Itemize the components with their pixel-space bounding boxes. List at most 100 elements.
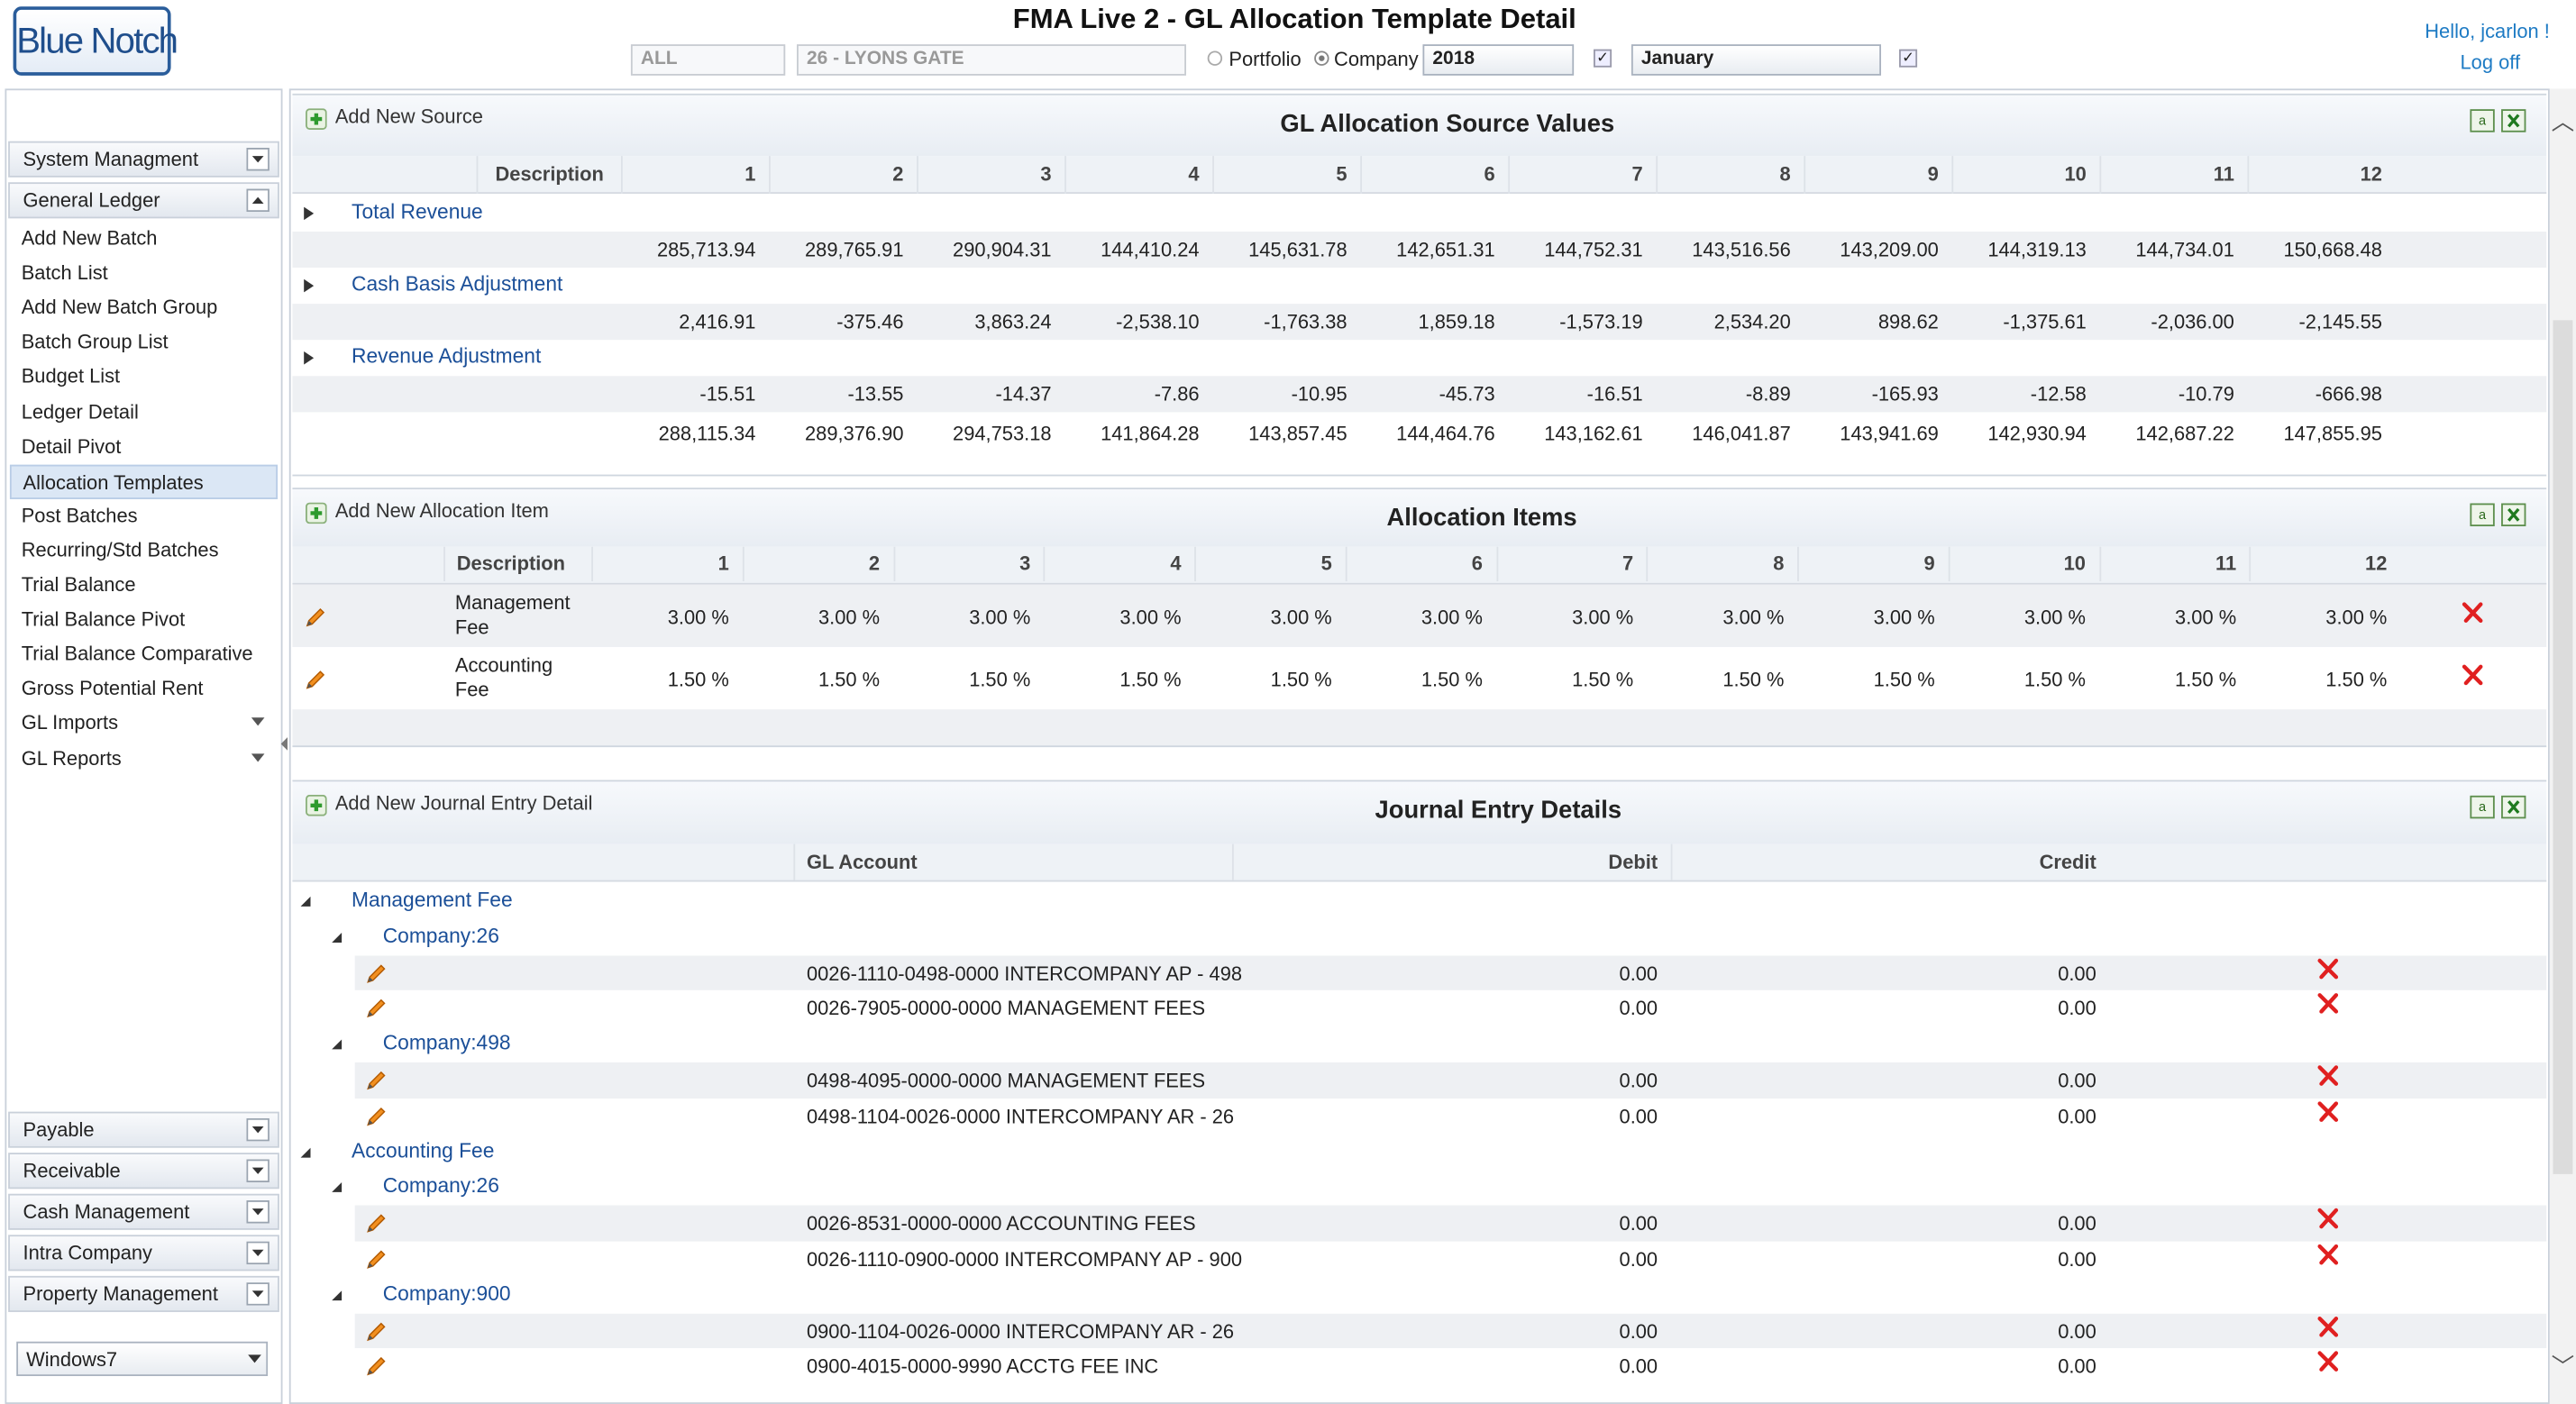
excel-button[interactable] [2500,108,2526,132]
gl-account: 0498-1104-0026-0000 INTERCOMPANY AR - 26 [806,1104,1235,1128]
collapse-toggle[interactable] [330,1038,343,1052]
add-icon[interactable] [306,108,327,130]
column-header: 4 [1043,546,1194,582]
checkbox[interactable]: ✓ [1899,49,1918,68]
menu-item[interactable]: Budget List [21,365,121,388]
column-header: Credit [1670,843,2110,880]
menu-header[interactable]: System Managment [8,141,279,178]
edit-button[interactable] [365,1212,388,1235]
edit-button[interactable] [365,1069,388,1092]
scroll-up[interactable]: ︿ [2551,108,2575,135]
export-button[interactable]: a [2470,108,2496,132]
delete-button[interactable] [2316,1315,2340,1338]
collapse-toggle[interactable] [330,1181,343,1195]
table-header [292,546,2547,585]
delete-button[interactable] [2316,992,2340,1016]
percent-cell: 3.00 % [2325,606,2388,629]
column-header: 10 [1948,546,2098,582]
menu-item[interactable]: Trial Balance Comparative [21,642,253,666]
scope-select[interactable]: ALL [630,44,786,76]
export-button[interactable]: a [2470,503,2496,527]
month-select[interactable]: January [1631,44,1881,76]
menu-header[interactable]: General Ledger [8,182,279,219]
delete-button[interactable] [2316,1100,2340,1124]
delete-button[interactable] [2316,1243,2340,1266]
excel-button[interactable] [2500,795,2526,819]
menu-item[interactable]: Add New Batch [21,226,158,250]
company-radio[interactable] [1314,50,1329,66]
add-button[interactable]: Add New Allocation Item [334,498,549,523]
menu-header[interactable]: Intra Company [8,1235,279,1272]
menu-item[interactable]: Trial Balance Pivot [21,607,186,631]
menu-item[interactable]: Add New Batch Group [21,296,218,319]
expand-toggle[interactable] [302,206,315,221]
menu-header[interactable]: Payable [8,1111,279,1148]
menu-toggle[interactable] [246,1282,269,1306]
add-icon[interactable] [306,794,327,816]
edit-button[interactable] [365,1319,388,1343]
edit-button[interactable] [365,1355,388,1379]
delete-button[interactable] [2316,1208,2340,1231]
menu-item[interactable]: GL Reports [21,746,122,770]
menu-item[interactable]: Ledger Detail [21,399,139,424]
theme-select[interactable]: Windows7 [16,1341,269,1377]
export-button[interactable]: a [2470,795,2496,819]
menu-header[interactable]: Cash Management [8,1193,279,1230]
menu-header[interactable]: Receivable [8,1153,279,1190]
add-icon[interactable] [306,502,327,524]
collapse-toggle[interactable] [299,895,313,908]
menu-item[interactable]: Batch List [21,260,108,285]
total-cell: 289,376.90 [805,422,904,445]
portfolio-radio[interactable] [1207,50,1223,66]
expand-toggle[interactable] [302,351,315,365]
scroll-down[interactable]: ﹀ [2551,1353,2575,1380]
collapse-handle[interactable] [280,737,288,751]
menu-item[interactable]: Trial Balance [21,572,136,597]
menu-item[interactable]: Recurring/Std Batches [21,538,219,561]
total-cell: 144,464.76 [1396,422,1495,445]
delete-button[interactable] [2316,1064,2340,1088]
collapse-toggle[interactable] [330,931,343,944]
edit-button[interactable] [365,1105,388,1128]
menu-toggle[interactable] [246,188,269,213]
entry-row [354,954,2547,991]
logoff-link[interactable]: Log off [2460,50,2521,74]
menu-item[interactable]: Batch Group List [21,330,169,354]
total-cell: 294,753.18 [953,422,1052,445]
edit-button[interactable] [304,669,327,692]
year-select[interactable]: 2018 [1422,44,1575,76]
menu-item[interactable]: Allocation Templates [9,464,279,499]
edit-button[interactable] [365,1248,388,1272]
menu-toggle[interactable] [246,1200,269,1224]
delete-button[interactable] [2316,957,2340,980]
menu-item[interactable]: GL Imports [21,711,119,735]
value-cell: 143,209.00 [1840,238,1939,261]
logo: Blue Notch [13,6,178,76]
menu-item[interactable]: Detail Pivot [21,434,122,458]
collapse-toggle[interactable] [299,1145,313,1159]
edit-button[interactable] [365,998,388,1021]
delete-button[interactable] [2461,601,2484,625]
menu-toggle[interactable] [246,1117,269,1142]
edit-button[interactable] [304,606,327,629]
edit-button[interactable] [365,962,388,985]
percent-cell: 3.00 % [2175,606,2237,629]
property-select[interactable]: 26 - LYONS GATE [797,44,1186,76]
add-button[interactable]: Add New Journal Entry Detail [334,791,593,815]
menu-item[interactable]: Gross Potential Rent [21,677,204,700]
menu-item[interactable]: Post Batches [21,504,138,527]
delete-button[interactable] [2316,1351,2340,1374]
delete-button[interactable] [2461,663,2484,687]
add-button[interactable]: Add New Source [334,105,483,129]
menu-toggle[interactable] [246,1241,269,1265]
company-name: Company:900 [382,1281,511,1306]
expand-toggle[interactable] [302,278,315,293]
menu-header[interactable]: Property Management [8,1275,279,1312]
menu-toggle[interactable] [246,147,269,171]
collapse-toggle[interactable] [330,1289,343,1302]
scroll-thumb[interactable] [2553,320,2573,1174]
excel-button[interactable] [2500,503,2526,527]
menu-toggle[interactable] [246,1159,269,1182]
value-cell: -16.51 [1586,382,1643,406]
checkbox[interactable]: ✓ [1594,49,1612,68]
